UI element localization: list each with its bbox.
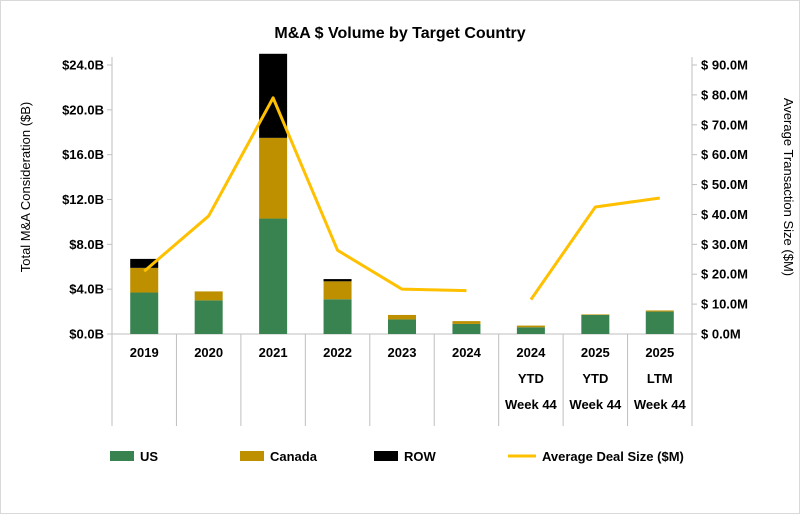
y2-tick-label: $ 80.0M (701, 87, 748, 102)
bar-us (130, 292, 159, 334)
x-tick-label: 2024 (516, 345, 546, 360)
bar-canada (516, 325, 545, 328)
x-tick-label: 2022 (323, 345, 352, 360)
chart-title: M&A $ Volume by Target Country (274, 25, 525, 42)
y-tick-label: $16.0B (62, 147, 104, 162)
bar-us (581, 314, 610, 334)
x-tick-label: YTD (518, 371, 544, 386)
x-tick-label: 2023 (388, 345, 417, 360)
bar-canada (323, 281, 352, 300)
bar-canada (194, 291, 223, 301)
x-tick-label: 2020 (194, 345, 223, 360)
bar-us (259, 218, 288, 334)
x-tick-label: Week 44 (569, 397, 622, 412)
x-tick-label: Week 44 (505, 397, 558, 412)
y2-tick-label: $ 60.0M (701, 147, 748, 162)
line-average-deal-size (143, 96, 467, 293)
bar-canada (388, 314, 416, 320)
bar-canada (130, 267, 159, 293)
y2-tick-label: $ 20.0M (701, 267, 748, 282)
bar-row (130, 258, 159, 268)
bar-canada (645, 310, 674, 312)
legend-label: ROW (404, 449, 437, 464)
bar-canada (259, 137, 288, 219)
bar-us (516, 327, 545, 334)
bar-us (452, 323, 481, 334)
y2-tick-label: $ 40.0M (701, 207, 748, 222)
bar-canada (581, 314, 610, 315)
legend-swatch (374, 451, 398, 461)
legend-label: Canada (270, 449, 318, 464)
y2-tick-label: $ 10.0M (701, 297, 748, 312)
plot-area: $0.0B $4.0B $8.0B $12.0B $16.0B $20.0B $24.0B $… (62, 53, 748, 426)
y-tick-label: $12.0B (62, 192, 104, 207)
y-tick-label: $0.0B (69, 327, 104, 342)
y-tick-label: $4.0B (69, 282, 104, 297)
y2-tick-label: $ 30.0M (701, 237, 748, 252)
legend-label: US (140, 449, 158, 464)
x-tick-label: 2025 (581, 345, 610, 360)
x-tick-label: 2024 (452, 345, 482, 360)
legend-swatch (240, 451, 264, 461)
x-tick-label: 2019 (130, 345, 159, 360)
x-tick-label: Week 44 (634, 397, 687, 412)
bar-row (323, 279, 352, 282)
y-tick-label: $20.0B (62, 102, 104, 117)
y-axis-title: Total M&A Consideration ($B) (18, 102, 33, 273)
bar-row (259, 53, 288, 138)
bar-us (645, 311, 674, 334)
bar-us (323, 299, 352, 334)
legend-swatch (110, 451, 134, 461)
legend-label: Average Deal Size ($M) (542, 449, 684, 464)
bar-us (194, 300, 223, 334)
x-tick-label: 2021 (259, 345, 288, 360)
y2-tick-label: $ 50.0M (701, 177, 748, 192)
x-tick-label: 2025 (645, 345, 674, 360)
y-tick-label: $24.0B (62, 58, 104, 73)
x-tick-label: YTD (582, 371, 608, 386)
y2-axis-title: Average Transaction Size ($M) (781, 98, 796, 276)
bar-us (388, 319, 416, 334)
y-tick-label: $8.0B (69, 237, 104, 252)
x-tick-label: LTM (647, 371, 673, 386)
line-average-deal-size (529, 196, 660, 301)
y2-tick-label: $ 90.0M (701, 58, 748, 73)
y2-tick-label: $ 0.0M (701, 327, 741, 342)
y2-tick-label: $ 70.0M (701, 117, 748, 132)
legend: US Canada ROW Average Deal Size ($M) (110, 449, 684, 464)
bar-canada (452, 321, 481, 324)
